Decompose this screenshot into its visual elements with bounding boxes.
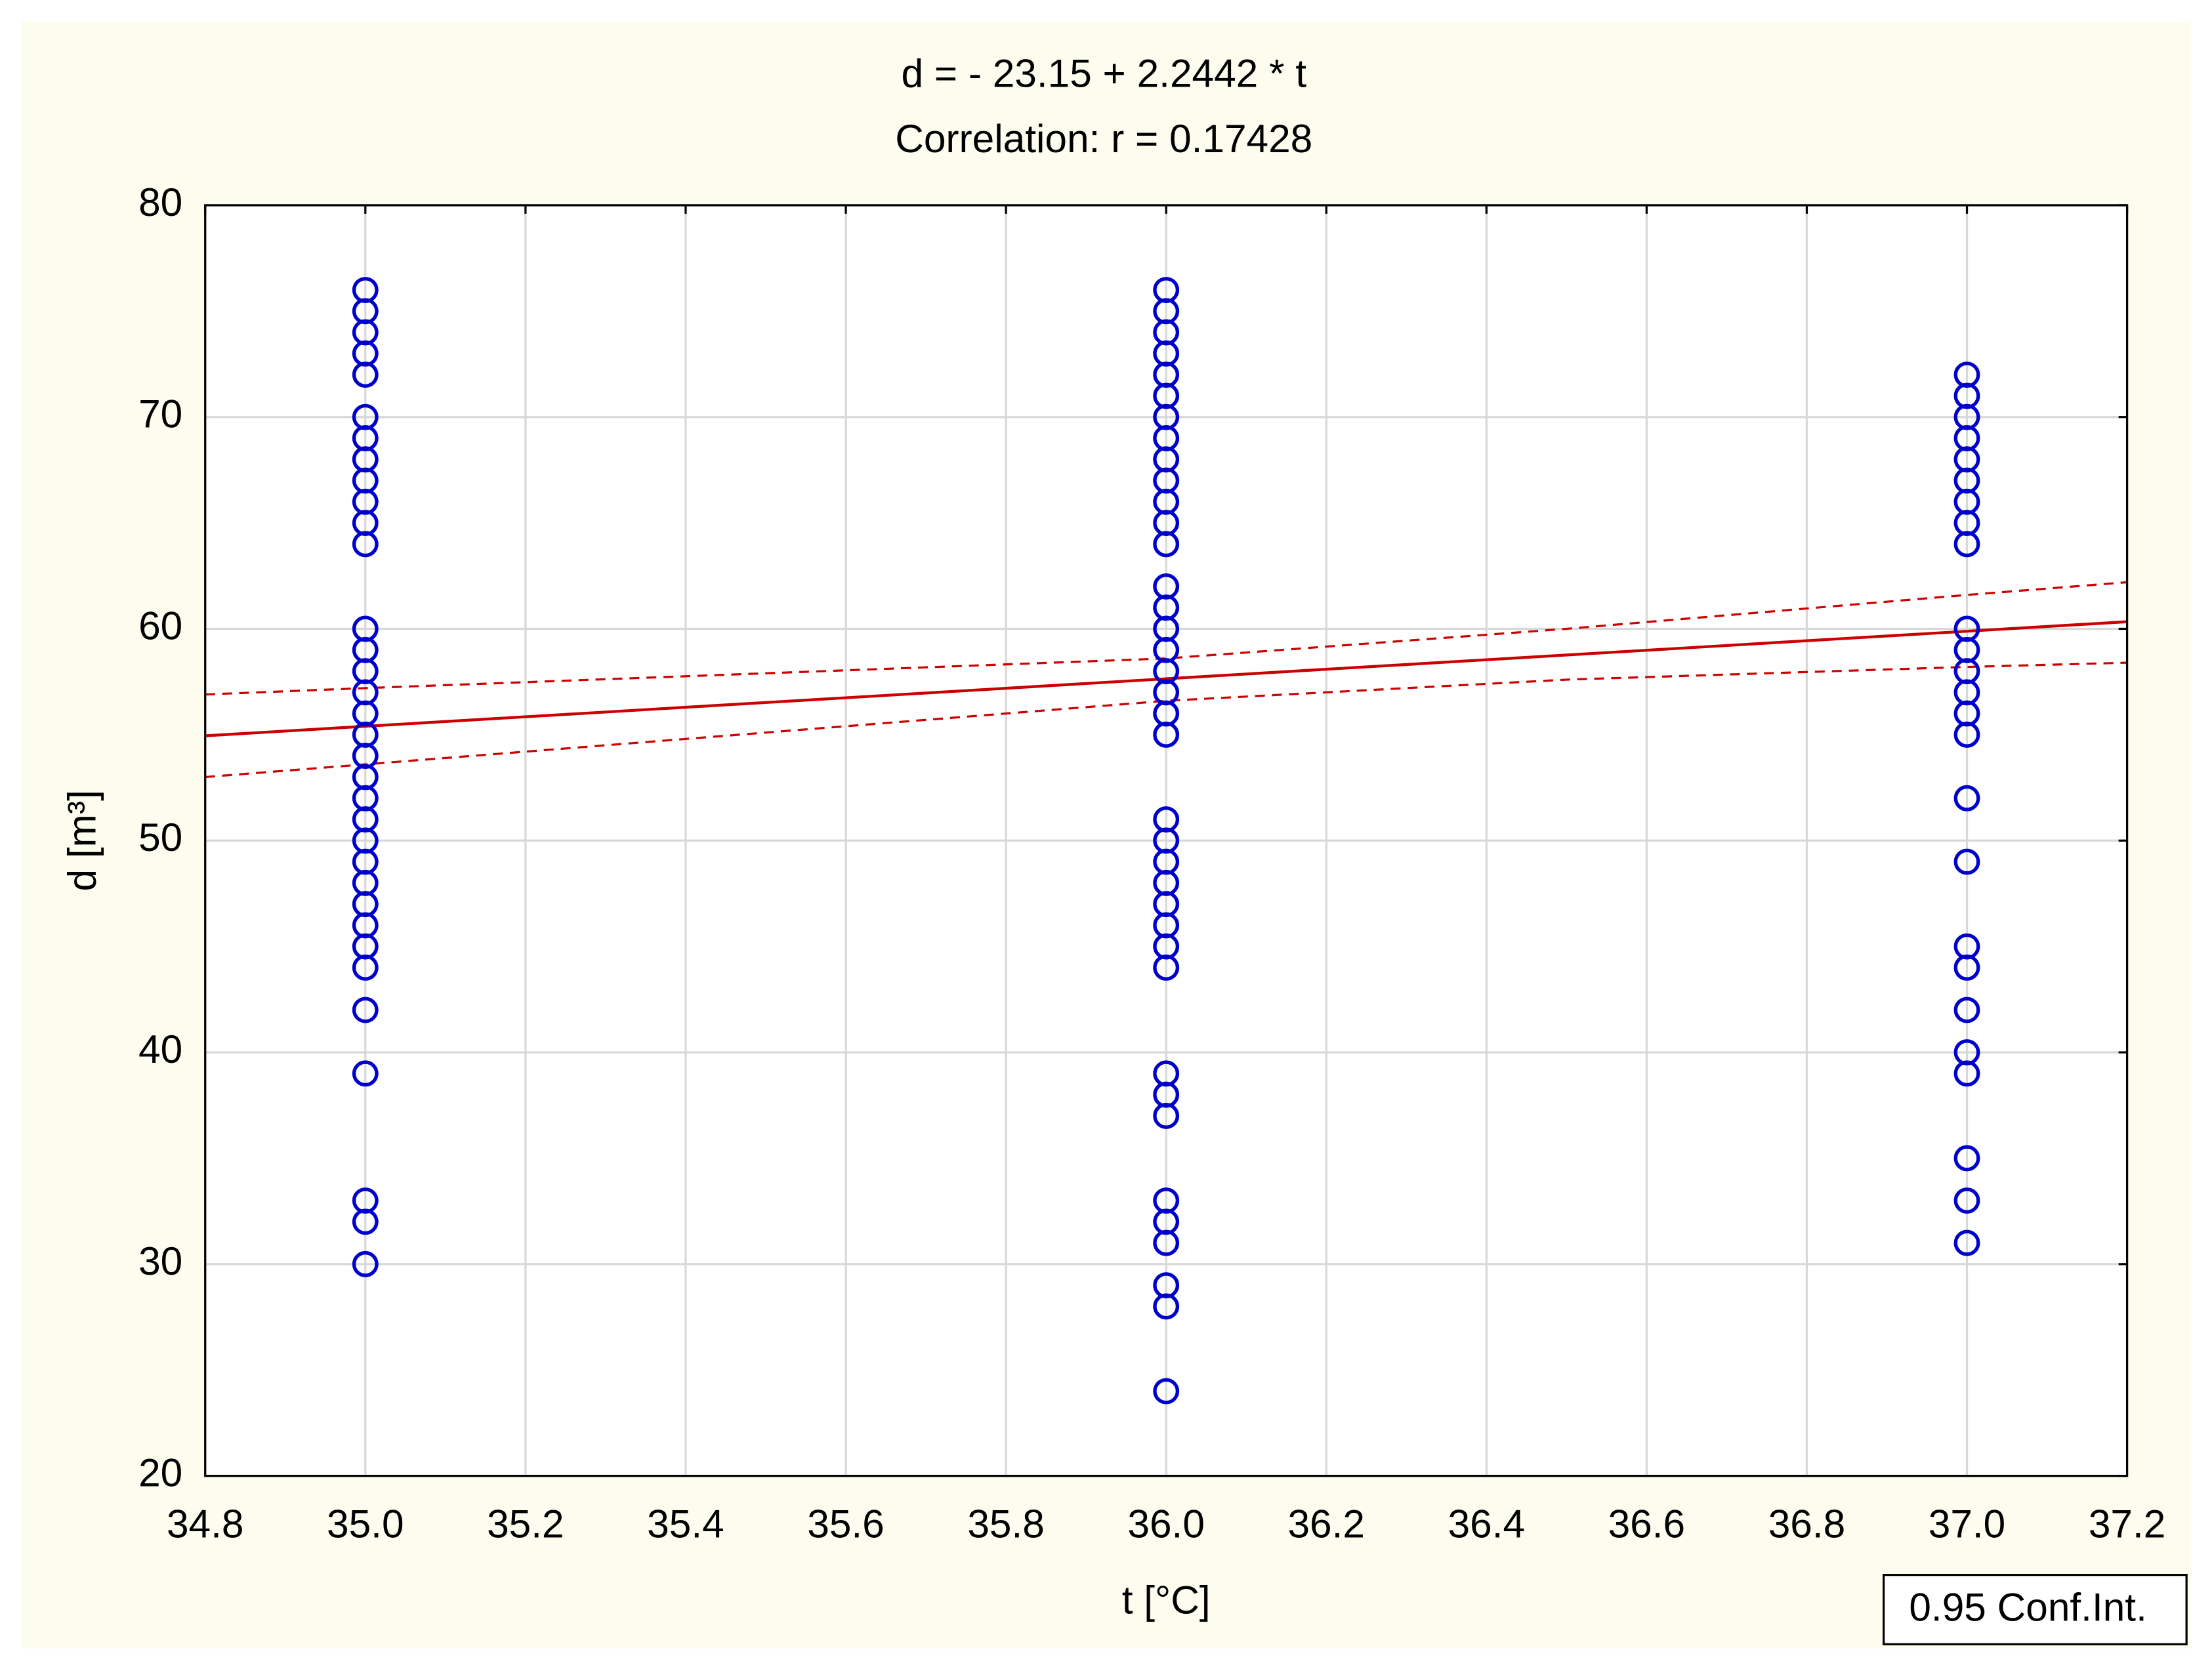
x-tick-label: 37.0 [1929, 1501, 2006, 1546]
x-tick-label: 35.0 [327, 1501, 404, 1546]
y-tick-label: 80 [138, 180, 182, 224]
point [1953, 1145, 1980, 1172]
point [1953, 1060, 1980, 1087]
point [1953, 955, 1980, 981]
point [1953, 1187, 1980, 1214]
y-tick-label: 30 [138, 1239, 182, 1283]
confidence-band [205, 581, 2127, 696]
x-tick-label: 36.8 [1768, 1501, 1846, 1546]
x-tick-label: 35.8 [967, 1501, 1045, 1546]
x-axis-label: t [°C] [1122, 1578, 1211, 1622]
legend-label: 0.95 Conf.Int. [1909, 1585, 2147, 1630]
point [1153, 955, 1180, 981]
plot-frame [204, 204, 2129, 1477]
point [1953, 997, 1980, 1023]
y-tick-label: 70 [138, 392, 182, 436]
point [1153, 531, 1180, 558]
chart-title: d = - 23.15 + 2.2442 * t [901, 51, 1306, 96]
y-tick-label: 20 [138, 1451, 182, 1495]
x-tick-label: 35.6 [807, 1501, 885, 1546]
point [1953, 531, 1980, 558]
point [1953, 785, 1980, 812]
point [1953, 1229, 1980, 1256]
point [1153, 1378, 1180, 1405]
legend-box [1883, 1574, 2188, 1645]
x-tick-label: 36.4 [1448, 1501, 1526, 1546]
point [352, 1208, 379, 1235]
point [1153, 721, 1180, 748]
point [1153, 1102, 1180, 1129]
point [352, 361, 379, 388]
x-tick-label: 35.2 [487, 1501, 564, 1546]
point [352, 1060, 379, 1087]
regression-line [205, 620, 2127, 737]
y-tick-label: 60 [138, 603, 182, 648]
point [352, 955, 379, 981]
x-tick-label: 35.4 [647, 1501, 724, 1546]
point [1153, 1229, 1180, 1256]
point [352, 531, 379, 558]
y-axis-label: d [m³] [59, 790, 104, 891]
point [1953, 721, 1980, 748]
x-tick-label: 36.0 [1127, 1501, 1205, 1546]
x-tick-label: 36.6 [1608, 1501, 1686, 1546]
x-tick-label: 34.8 [167, 1501, 244, 1546]
point [352, 997, 379, 1023]
point [1153, 1293, 1180, 1320]
y-tick-label: 50 [138, 815, 182, 859]
y-tick-label: 40 [138, 1027, 182, 1071]
point [1953, 848, 1980, 875]
point [352, 1250, 379, 1277]
x-tick-label: 37.2 [2089, 1501, 2166, 1546]
x-tick-label: 36.2 [1287, 1501, 1365, 1546]
chart-subtitle: Correlation: r = 0.17428 [895, 116, 1312, 161]
